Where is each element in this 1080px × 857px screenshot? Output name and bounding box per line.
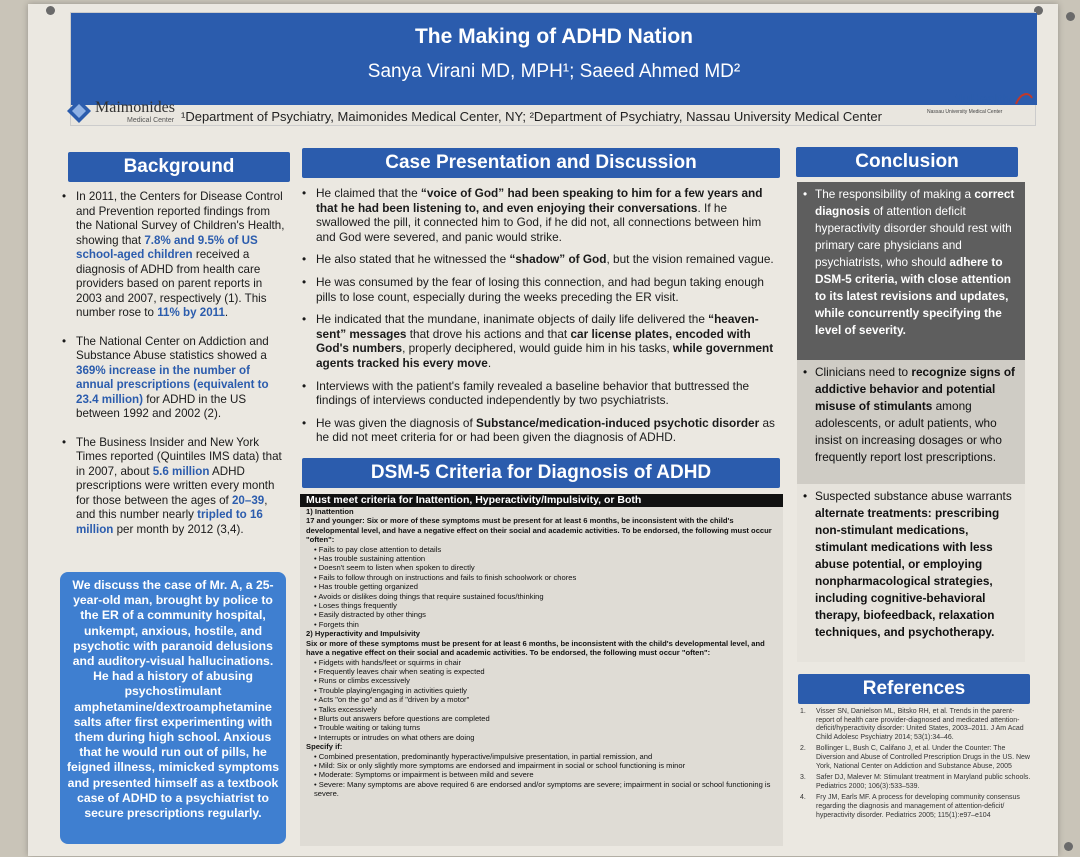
hyperactivity-item: • Trouble playing/engaging in activities… (314, 685, 467, 695)
reference-number: 3. (800, 774, 806, 782)
reference-item: 2. Bollinger L, Bush C, Califano J, et al… (800, 745, 1032, 771)
conclusion-point-2: • Clinicians need to recognize signs of a… (797, 360, 1025, 484)
inattention-item: • Doesn't seem to listen when spoken to … (314, 563, 475, 573)
reference-text: Visser SN, Danielson ML, Bitsko RH, et a… (816, 708, 1024, 741)
background-point-2: The National Center on Addiction and Sub… (62, 335, 288, 422)
specify-item: • Severe: Many symptoms are above requir… (314, 779, 771, 799)
hyperactivity-item: • Frequently leaves chair when seating i… (314, 666, 485, 676)
poster-header: The Making of ADHD Nation Sanya Virani M… (67, 12, 1037, 129)
maimonides-logo-text: Maimonides (95, 99, 175, 116)
dsm-criteria-box: Must meet criteria for Inattention, Hype… (300, 494, 783, 846)
background-point-3: The Business Insider and New York Times … (62, 436, 288, 538)
inattention-heading: 1) Inattention (306, 507, 354, 516)
hyperactivity-item: • Trouble waiting or taking turns (314, 723, 421, 733)
case-section: He claimed that the “voice of God” had b… (302, 186, 778, 453)
reference-text: Fry JM, Earls MF. A process for developi… (816, 794, 1020, 819)
maimonides-logo: Maimonides Medical Center (67, 95, 181, 129)
conclusion-point-1: • The responsibility of making a correct … (797, 182, 1025, 360)
dsm-heading: DSM-5 Criteria for Diagnosis of ADHD (302, 458, 780, 488)
references-heading: References (798, 674, 1030, 704)
inattention-item: • Fails to follow through on instruction… (314, 572, 577, 582)
specify-heading: Specify if: (306, 742, 343, 752)
pushpin (1066, 12, 1075, 21)
specify-item: • Mild: Six or only slightly more sympto… (314, 760, 686, 770)
case-point-3: He was consumed by the fear of losing th… (302, 275, 778, 304)
pushpin (1034, 6, 1043, 15)
inattention-text: 17 and younger: Six or more of these sym… (306, 516, 772, 545)
hyperactivity-heading: 2) Hyperactivity and Impulsivity (306, 629, 420, 639)
hyperactivity-item: • Interrupts or intrudes on what others … (314, 732, 475, 742)
reference-item: 4. Fry JM, Earls MF. A process for develo… (800, 794, 1032, 820)
reference-number: 2. (800, 745, 806, 753)
background-point-1: In 2011, the Centers for Disease Control… (62, 190, 288, 321)
reference-item: 1. Visser SN, Danielson ML, Bitsko RH, et… (800, 708, 1032, 742)
reference-text: Bollinger L, Bush C, Califano J, et al. … (816, 745, 1030, 770)
case-point-5: Interviews with the patient's family rev… (302, 379, 778, 408)
hyperactivity-text: Six or more of these symptoms must be pr… (306, 638, 765, 658)
case-summary-box: We discuss the case of Mr. A, a 25-year-… (60, 572, 286, 844)
inattention-item: • Easily distracted by other things (314, 610, 426, 620)
reference-item: 3. Safer DJ, Malever M: Stimulant treatme… (800, 774, 1032, 791)
nuhealth-logo-text: NuHealth (953, 91, 1011, 106)
hyperactivity-item: • Runs or climbs excessively (314, 676, 410, 686)
hyperactivity-item: • Talks excessively (314, 704, 377, 714)
specify-item: • Moderate: Symptoms or impairment is be… (314, 770, 534, 780)
conclusion-point-3: • Suspected substance abuse warrants alte… (797, 484, 1025, 662)
case-point-1: He claimed that the “voice of God” had b… (302, 186, 778, 244)
specify-item: • Combined presentation, predominantly h… (314, 751, 653, 761)
maimonides-logo-sub: Medical Center (127, 117, 175, 124)
case-heading: Case Presentation and Discussion (302, 148, 780, 178)
inattention-item: • Avoids or dislikes doing things that r… (314, 591, 544, 601)
pushpin (46, 6, 55, 15)
inattention-item: • Fails to pay close attention to detail… (314, 544, 442, 554)
inattention-item: • Has trouble getting organized (314, 582, 418, 592)
inattention-item: • Loses things frequently (314, 601, 397, 611)
maimonides-logo-icon (67, 99, 91, 123)
inattention-item: • Has trouble sustaining attention (314, 554, 426, 564)
reference-number: 1. (800, 708, 806, 715)
hyperactivity-list: • Fidgets with hands/feet or squirms in … (300, 658, 783, 743)
inattention-item: • Forgets thin (314, 619, 359, 629)
background-heading: Background (68, 152, 290, 182)
nuhealth-logo-sub: Nassau University Medical Center (927, 109, 1003, 115)
references-list: 1. Visser SN, Danielson ML, Bitsko RH, et… (800, 708, 1032, 823)
poster-authors: Sanya Virani MD, MPH¹; Saeed Ahmed MD² (367, 61, 741, 82)
poster-departments: ¹Department of Psychiatry, Maimonides Me… (181, 109, 882, 124)
dsm-criteria-bar: Must meet criteria for Inattention, Hype… (300, 494, 783, 507)
case-point-4: He indicated that the mundane, inanimate… (302, 312, 778, 370)
reference-text: Safer DJ, Malever M: Stimulant treatment… (816, 774, 1031, 790)
nuhealth-logo: NuHealth Nassau University Medical Cente… (927, 89, 1037, 125)
hyperactivity-item: • Acts "on the go" and as if "driven by … (314, 695, 470, 705)
reference-number: 4. (800, 794, 806, 802)
specify-list: • Combined presentation, predominantly h… (300, 752, 783, 799)
case-point-6: He was given the diagnosis of Substance/… (302, 416, 778, 445)
case-point-2: He also stated that he witnessed the “sh… (302, 252, 778, 267)
conclusion-heading: Conclusion (796, 147, 1018, 177)
nuhealth-swoosh-icon (1015, 93, 1033, 105)
poster-title: The Making of ADHD Nation (414, 25, 694, 48)
hyperactivity-item: • Blurts out answers before questions ar… (314, 713, 490, 723)
hyperactivity-item: • Fidgets with hands/feet or squirms in … (314, 657, 462, 667)
title-bar: The Making of ADHD Nation Sanya Virani M… (71, 13, 1037, 105)
pushpin (1064, 842, 1073, 851)
inattention-list: • Fails to pay close attention to detail… (300, 545, 783, 630)
background-section: In 2011, the Centers for Disease Control… (62, 190, 288, 548)
